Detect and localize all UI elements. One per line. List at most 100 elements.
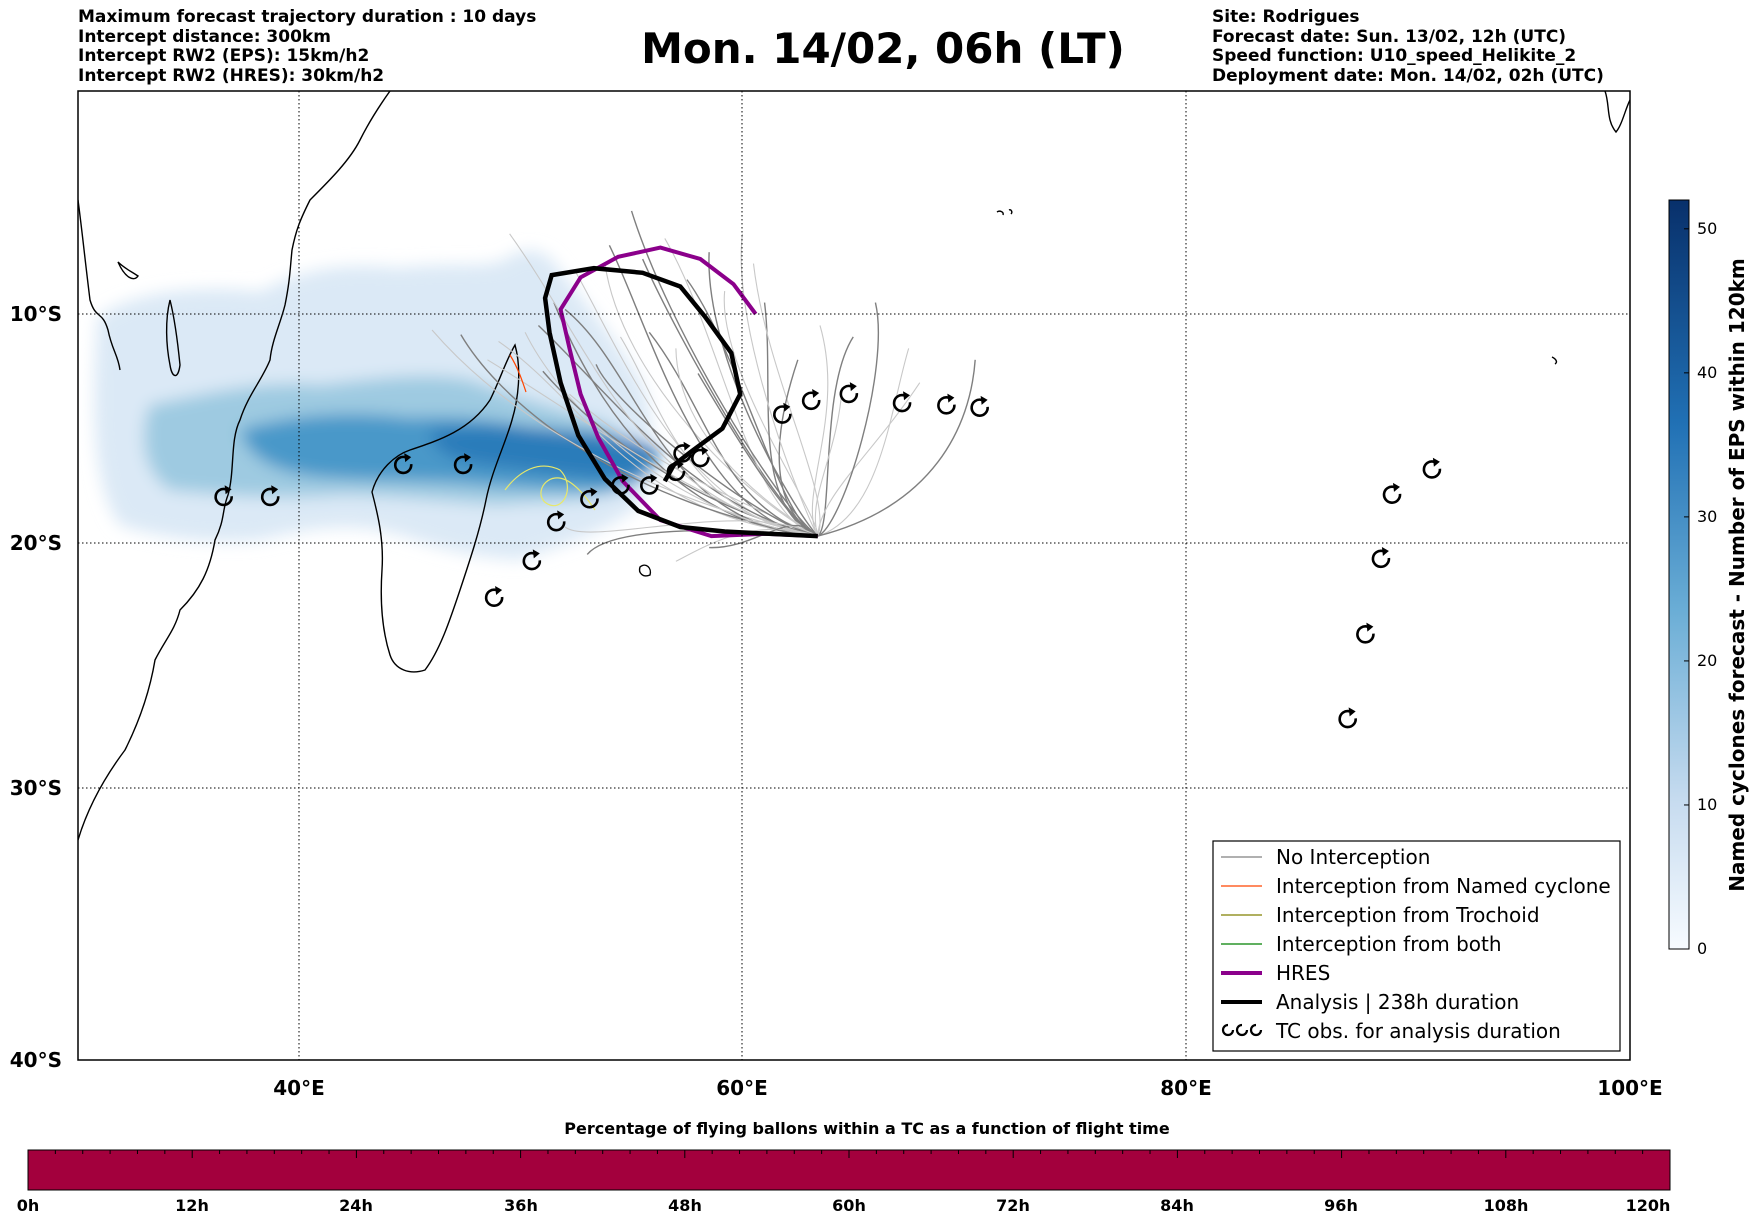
time-tick-label: 108h xyxy=(1484,1196,1529,1215)
ensemble-trajectory xyxy=(811,325,829,537)
ensemble-trajectory xyxy=(708,252,819,537)
colorbar-scale xyxy=(1668,199,1690,950)
tc-obs-marker xyxy=(970,395,989,417)
site-info: Site: Rodrigues Forecast date: Sun. 13/0… xyxy=(1212,7,1604,86)
lon-tick-label: 100°E xyxy=(1597,1076,1662,1100)
time-tick-label: 24h xyxy=(339,1196,373,1215)
legend-label: Interception from both xyxy=(1276,932,1502,956)
ensemble-trajectory xyxy=(630,210,819,537)
header-line: Intercept RW2 (EPS): 15km/h2 xyxy=(78,46,370,66)
tc-obs-marker xyxy=(522,549,542,571)
tc-obs-marker xyxy=(453,453,473,475)
tc-obs-marker xyxy=(1371,547,1391,569)
map-frame xyxy=(77,90,1631,1061)
time-tick-label: 72h xyxy=(996,1196,1030,1215)
ensemble-trajectory xyxy=(604,263,819,537)
lat-tick-label: 40°S xyxy=(10,1048,62,1072)
legend-label: HRES xyxy=(1276,961,1330,985)
lon-tick-label: 40°E xyxy=(273,1076,325,1100)
tc-obs-marker xyxy=(1422,457,1442,479)
tc-obs-marker xyxy=(892,391,912,413)
colorbar-tick-label: 20 xyxy=(1697,651,1717,670)
tc-obs-legend-icon xyxy=(1221,1023,1263,1037)
forecast-parameters: Maximum forecast trajectory duration : 1… xyxy=(78,7,537,86)
tc-observations xyxy=(214,382,1442,729)
ensemble-trajectory xyxy=(814,387,843,537)
ensemble-trajectory xyxy=(608,244,818,537)
analysis-track xyxy=(542,265,818,539)
ensemble-trajectory xyxy=(575,272,818,537)
tc-obs-marker xyxy=(260,485,280,507)
flight-time-title: Percentage of flying ballons within a TC… xyxy=(564,1119,1170,1138)
tc-obs-marker xyxy=(691,446,710,468)
lon-tick-label: 60°E xyxy=(716,1076,768,1100)
tc-obs-marker xyxy=(801,389,821,411)
lat-tick-label: 30°S xyxy=(10,776,62,800)
time-tick-label: 96h xyxy=(1324,1196,1358,1215)
tc-obs-marker xyxy=(214,485,233,507)
ensemble-trajectory xyxy=(817,336,854,537)
header-line: Intercept distance: 300km xyxy=(78,26,331,47)
ensemble-trajectory xyxy=(817,359,976,537)
time-tick-label: 0h xyxy=(17,1196,40,1215)
header-line: Maximum forecast trajectory duration : 1… xyxy=(78,7,537,27)
tc-obs-marker xyxy=(1356,622,1375,644)
header-line: Intercept RW2 (HRES): 30km/h2 xyxy=(78,65,385,86)
tc-obs-marker xyxy=(839,382,859,404)
time-tick-label: 36h xyxy=(504,1196,538,1215)
time-tick-label: 84h xyxy=(1160,1196,1194,1215)
ensemble-trajectory xyxy=(648,331,818,537)
ensemble-trajectory xyxy=(752,263,821,537)
coastlines xyxy=(78,91,1630,841)
legend-label: Analysis | 238h duration xyxy=(1276,990,1519,1014)
lat-tick-label: 10°S xyxy=(10,302,62,326)
header-line: Forecast date: Sun. 13/02, 12h (UTC) xyxy=(1212,26,1567,47)
time-tick-label: 12h xyxy=(175,1196,209,1215)
colorbar-label: Named cyclones forecast - Number of EPS … xyxy=(1725,258,1749,892)
colorbar-tick-label: 10 xyxy=(1697,795,1717,814)
ensemble-trajectory xyxy=(686,279,819,537)
tc-obs-marker xyxy=(640,473,659,495)
time-tick-label: 60h xyxy=(832,1196,866,1215)
tc-obs-marker xyxy=(773,402,792,424)
legend: No Interception Interception from Named … xyxy=(1212,840,1621,1052)
cyclone-density-field xyxy=(94,250,660,560)
tc-obs-marker xyxy=(394,453,413,475)
tc-obs-marker xyxy=(580,487,599,509)
tc-obs-marker xyxy=(666,460,686,482)
colorbar: 0 10 20 30 40 50 Named cyclones forecast… xyxy=(1668,199,1749,958)
colorbar-tick-label: 0 xyxy=(1697,939,1707,958)
header-line: Site: Rodrigues xyxy=(1212,7,1360,27)
ensemble-trajectory xyxy=(817,348,910,537)
ensemble-trajectory xyxy=(763,302,819,537)
legend-label: TC obs. for analysis duration xyxy=(1275,1019,1561,1043)
interception-traces xyxy=(504,354,596,511)
gridlines xyxy=(78,91,1630,1060)
time-tick-label: 120h xyxy=(1626,1196,1671,1215)
tc-obs-marker xyxy=(937,393,956,415)
tc-obs-marker xyxy=(546,510,566,532)
ensemble-trajectory xyxy=(709,524,819,549)
time-tick-label: 48h xyxy=(668,1196,702,1215)
map-title: Mon. 14/02, 06h (LT) xyxy=(641,24,1125,73)
legend-label: No Interception xyxy=(1276,845,1430,869)
ensemble-trajectory xyxy=(524,332,818,537)
header-line: Deployment date: Mon. 14/02, 02h (UTC) xyxy=(1212,65,1604,86)
tc-obs-marker xyxy=(1382,482,1402,504)
header-line: Speed function: U10_speed_Helikite_2 xyxy=(1212,46,1577,66)
tc-obs-marker xyxy=(673,441,692,463)
legend-label: Interception from Trochoid xyxy=(1276,903,1540,927)
ensemble-trajectory xyxy=(675,348,819,537)
tc-obs-marker xyxy=(484,585,504,608)
ensemble-trajectory xyxy=(498,341,818,537)
legend-label: Interception from Named cyclone xyxy=(1276,874,1611,898)
colorbar-tick-label: 30 xyxy=(1697,507,1717,526)
colorbar-tick-label: 40 xyxy=(1697,363,1717,382)
colorbar-tick-label: 50 xyxy=(1697,219,1717,238)
tc-obs-marker xyxy=(611,473,630,495)
legend-box xyxy=(1212,840,1621,1052)
ensemble-trajectory xyxy=(817,302,880,537)
lat-tick-label: 20°S xyxy=(10,531,62,555)
ensemble-trajectory xyxy=(509,233,818,537)
